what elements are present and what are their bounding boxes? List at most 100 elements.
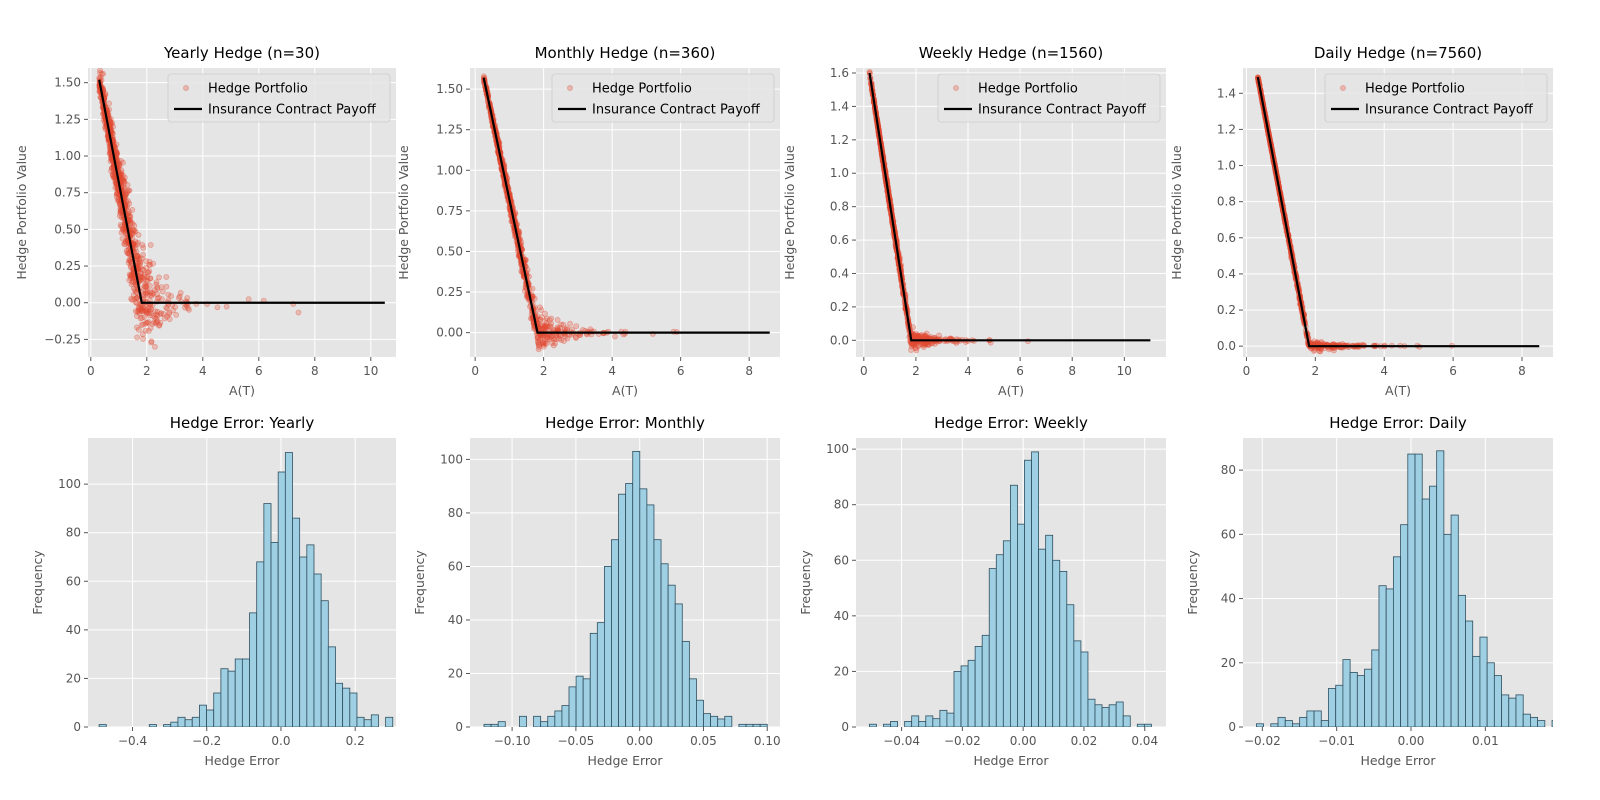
y-tick-label: 100	[826, 442, 849, 456]
scatter-point	[129, 206, 136, 213]
scatter-point	[146, 282, 153, 289]
histogram-bar	[98, 724, 107, 727]
legend-label-payoff: Insurance Contract Payoff	[592, 103, 761, 118]
scatter-point	[119, 175, 126, 182]
histogram-bar	[568, 686, 577, 727]
scatter-point	[129, 273, 136, 279]
scatter-point	[554, 324, 561, 331]
scatter-point	[142, 307, 149, 313]
scatter-point	[132, 288, 139, 295]
scatter-point	[154, 312, 161, 319]
histogram-bar	[213, 692, 222, 727]
x-tick-label: 0	[860, 364, 868, 378]
scatter-point	[536, 317, 543, 323]
histogram-bar	[1486, 662, 1495, 727]
scatter-point	[139, 242, 146, 248]
plot-marks	[866, 68, 1151, 354]
x-tick-label: 4	[964, 364, 972, 378]
scatter-point	[157, 311, 164, 318]
histogram-bar	[868, 723, 877, 727]
scatter-point	[557, 324, 564, 331]
y-tick-label: 0.50	[436, 244, 463, 258]
y-axis-label: Hedge Portfolio Value	[14, 145, 29, 280]
histogram-bar	[681, 640, 690, 727]
y-tick-label: 40	[66, 623, 81, 637]
scatter-point	[132, 228, 139, 235]
scatter-point	[123, 239, 129, 246]
scatter-point	[160, 310, 167, 317]
histogram-bar	[632, 450, 641, 727]
scatter-point	[137, 261, 144, 267]
scatter-point	[97, 70, 103, 76]
x-axis-label: Hedge Error	[587, 753, 663, 768]
histogram-bar	[1101, 707, 1110, 727]
scatter-point	[142, 287, 149, 294]
histogram-bar	[1479, 636, 1488, 727]
scatter-point	[120, 172, 126, 179]
scatter-point	[116, 213, 123, 219]
scatter-point	[140, 305, 147, 311]
scatter-point	[223, 303, 230, 310]
scatter-point	[538, 307, 545, 313]
scatter-point	[158, 284, 165, 290]
scatter-point	[154, 308, 161, 315]
plot-marks	[480, 73, 770, 353]
histogram-bar	[1299, 716, 1308, 727]
scatter-point	[106, 100, 112, 107]
scatter-point	[123, 191, 129, 198]
histogram-bar	[1465, 620, 1474, 727]
scatter-point	[543, 340, 550, 347]
histogram-bar	[995, 554, 1004, 727]
scatter-point	[148, 306, 155, 313]
scatter-point	[911, 342, 918, 349]
histogram-bar	[883, 723, 891, 727]
legend-marker-hedge-portfolio	[1340, 85, 1346, 91]
legend-marker-hedge-portfolio	[953, 85, 959, 91]
scatter-point	[535, 339, 541, 346]
scatter-point	[154, 295, 161, 302]
scatter-point	[545, 324, 551, 331]
scatter-point	[138, 255, 145, 262]
x-tick-label: −0.4	[118, 734, 147, 748]
scatter-point	[118, 167, 125, 174]
x-tick-label: 2	[912, 364, 920, 378]
histogram-bar	[1115, 701, 1124, 727]
y-axis-label: Frequency	[30, 550, 45, 615]
scatter-point	[120, 226, 127, 232]
histogram-bar	[1045, 534, 1054, 727]
scatter-point	[114, 149, 120, 156]
scatter-point	[144, 274, 150, 281]
scatter-point	[147, 275, 154, 282]
histogram-bar	[946, 712, 955, 727]
scatter-point	[148, 338, 155, 345]
scatter-point	[166, 316, 173, 322]
y-tick-label: 20	[1221, 656, 1236, 670]
histogram-bar	[1031, 451, 1040, 727]
scatter-point	[125, 208, 132, 215]
x-tick-label: 8	[1518, 364, 1526, 378]
chart-title: Hedge Error: Weekly	[934, 414, 1088, 432]
scatter-point	[119, 226, 126, 233]
scatter-point	[143, 289, 150, 296]
x-tick-label: 8	[745, 364, 753, 378]
histogram-bar	[1038, 548, 1047, 727]
scatter-point	[127, 213, 134, 220]
y-tick-label: 1.00	[436, 163, 463, 177]
scatter-point	[138, 305, 145, 312]
scatter-point	[537, 304, 543, 311]
scatter-point	[152, 308, 159, 315]
scatter-point	[121, 178, 128, 185]
scatter-point	[154, 291, 161, 298]
x-tick-label: 0.10	[754, 734, 781, 748]
scatter-point	[120, 178, 127, 185]
histogram-bar	[206, 709, 215, 727]
histogram-bar	[696, 699, 704, 727]
scatter-point	[130, 230, 137, 236]
histogram-bar	[988, 568, 997, 727]
x-tick-label: −0.10	[494, 734, 531, 748]
scatter-point	[163, 274, 170, 280]
histogram-bar	[1371, 649, 1380, 727]
scatter-point	[134, 295, 140, 301]
scatter-point	[146, 261, 152, 268]
scatter-point	[128, 281, 135, 288]
